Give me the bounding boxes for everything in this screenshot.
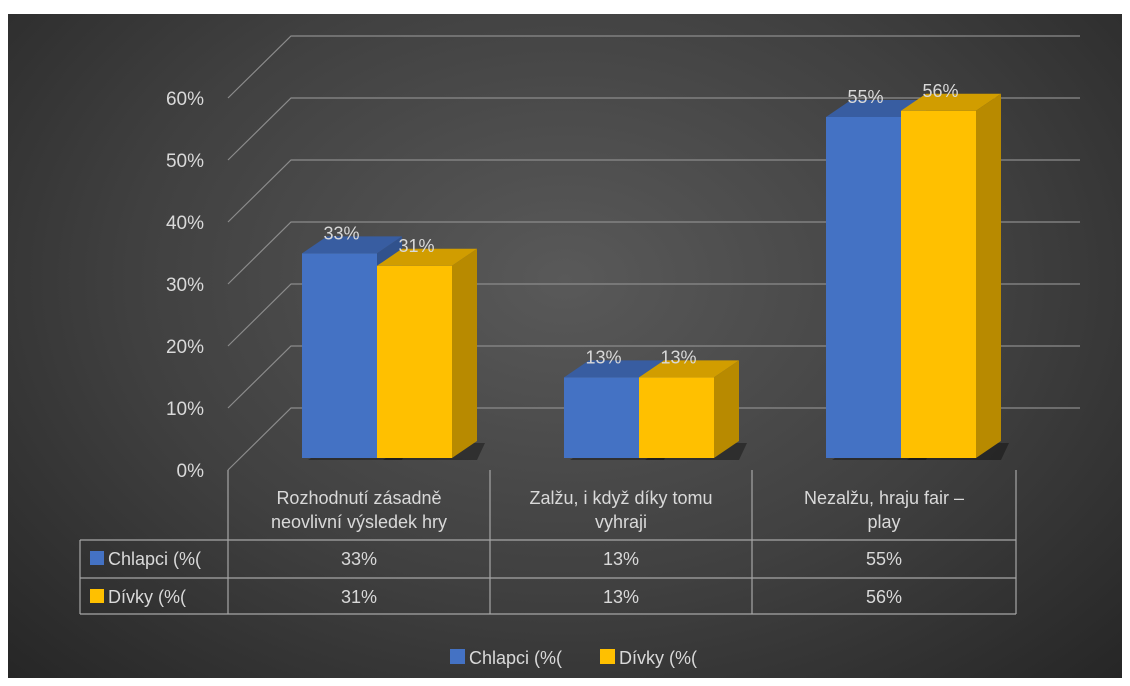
y-tick-label: 60%: [166, 89, 204, 110]
table-cell: 56%: [866, 587, 902, 607]
gridline: [227, 35, 1080, 99]
legend-label: Chlapci (%(: [469, 648, 562, 668]
y-tick-label: 20%: [166, 337, 204, 358]
bar-front: [564, 377, 639, 458]
legend-label: Dívky (%(: [619, 648, 697, 668]
data-label: 56%: [922, 81, 958, 101]
table-cell: 13%: [603, 549, 639, 569]
bar-top: [564, 360, 664, 378]
gridlines: [227, 35, 1080, 471]
bar-front: [639, 377, 714, 458]
bar-front: [302, 253, 377, 458]
bar: [377, 248, 485, 460]
bar-top: [901, 93, 1001, 111]
category-label: Rozhodnutí zásadně: [276, 488, 441, 508]
bar: [639, 360, 747, 460]
table-row-label: Dívky (%(: [108, 587, 186, 607]
table-cell: 13%: [603, 587, 639, 607]
data-label: 55%: [847, 87, 883, 107]
bars: [302, 93, 1009, 460]
table-row-label: Chlapci (%(: [108, 549, 201, 569]
gridline: [227, 221, 1080, 285]
bar-front: [826, 117, 901, 458]
bar-side: [976, 93, 1001, 459]
gridline: [227, 283, 1080, 347]
bar-top: [377, 248, 477, 266]
gridline: [227, 97, 1080, 161]
y-tick-label: 50%: [166, 151, 204, 172]
bar-side: [714, 360, 739, 458]
y-axis: 0% 10% 20% 30% 40% 50% 60%: [166, 89, 204, 482]
category-label: Zalžu, i když díky tomu: [529, 488, 712, 508]
y-tick-label: 0%: [177, 461, 205, 482]
data-label: 13%: [585, 347, 621, 367]
gridline: [227, 159, 1080, 223]
gridline: [227, 345, 1080, 409]
bar-top: [302, 236, 402, 254]
bar-side: [452, 248, 477, 458]
legend-key: [90, 589, 104, 603]
data-label: 31%: [398, 236, 434, 256]
y-tick-label: 40%: [166, 213, 204, 234]
y-tick-label: 10%: [166, 399, 204, 420]
data-labels: 33% 31% 13% 13% 55% 56%: [323, 81, 958, 368]
legend-swatch: [450, 649, 465, 664]
category-label: play: [867, 512, 900, 532]
table-cell: 33%: [341, 549, 377, 569]
bar-front: [901, 110, 976, 459]
gridline: [227, 407, 1080, 471]
table-cell: 31%: [341, 587, 377, 607]
data-label: 13%: [660, 347, 696, 367]
y-tick-label: 30%: [166, 275, 204, 296]
category-label: vyhraji: [595, 512, 647, 532]
legend: Chlapci (%( Dívky (%(: [450, 648, 697, 668]
category-label: Nezalžu, hraju fair –: [804, 488, 964, 508]
bar: [901, 93, 1009, 460]
legend-swatch: [600, 649, 615, 664]
table-cell: 55%: [866, 549, 902, 569]
data-label: 33%: [323, 223, 359, 243]
bar-top: [639, 360, 739, 378]
data-table: Rozhodnutí zásadně neovlivní výsledek hry…: [79, 470, 1017, 615]
bar-front: [377, 265, 452, 458]
category-label: neovlivní výsledek hry: [271, 512, 447, 532]
legend-key: [90, 551, 104, 565]
